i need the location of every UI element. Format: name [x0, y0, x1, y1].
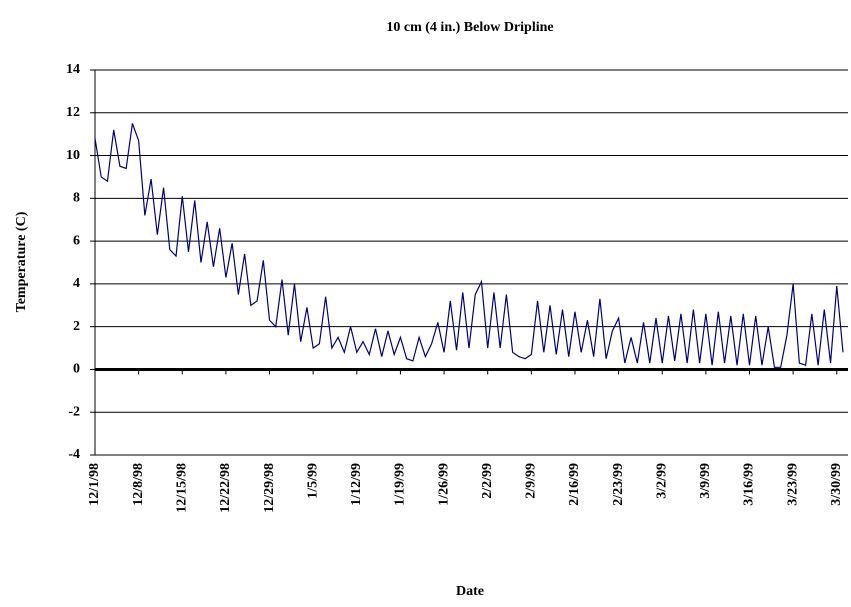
x-tick-label: 12/29/98 — [262, 463, 277, 513]
y-tick-label: -4 — [68, 447, 80, 462]
x-tick-label: 2/23/99 — [611, 463, 626, 506]
y-tick-label: 10 — [66, 148, 80, 163]
line-series — [94, 123, 844, 368]
y-tick-label: 6 — [73, 233, 80, 248]
x-tick-label: 3/2/99 — [654, 463, 669, 499]
x-tick-label: 1/19/99 — [393, 463, 408, 506]
x-tick-label: 3/16/99 — [742, 463, 757, 506]
x-axis-label: Date — [456, 584, 484, 599]
x-tick-label: 3/9/99 — [698, 463, 713, 499]
y-tick-label: 14 — [66, 62, 80, 77]
x-tick-label: 2/2/99 — [480, 463, 495, 499]
x-tick-label: 1/26/99 — [436, 463, 451, 506]
y-tick-label: 0 — [73, 362, 80, 377]
x-tick-label: 12/15/98 — [174, 463, 189, 513]
x-tick-label: 2/16/99 — [567, 463, 582, 506]
x-tick-label: 12/22/98 — [218, 463, 233, 513]
chart-title: 10 cm (4 in.) Below Dripline — [386, 20, 553, 35]
x-tick-label: 12/8/98 — [131, 463, 146, 506]
y-tick-label: 2 — [73, 319, 80, 334]
y-tick-label: 8 — [73, 191, 80, 206]
y-tick-label: 12 — [66, 105, 80, 120]
x-tick-label: 3/23/99 — [785, 463, 800, 506]
y-tick-label: -2 — [68, 404, 80, 419]
x-tick-label: 2/9/99 — [524, 463, 539, 499]
x-tick-label: 12/1/98 — [87, 463, 102, 506]
y-axis-label: Temperature (C) — [14, 211, 29, 312]
x-tick-label: 3/30/99 — [829, 463, 844, 506]
x-tick-label: 1/5/99 — [305, 463, 320, 499]
x-tick-label: 1/12/99 — [349, 463, 364, 506]
y-tick-label: 4 — [73, 276, 80, 291]
